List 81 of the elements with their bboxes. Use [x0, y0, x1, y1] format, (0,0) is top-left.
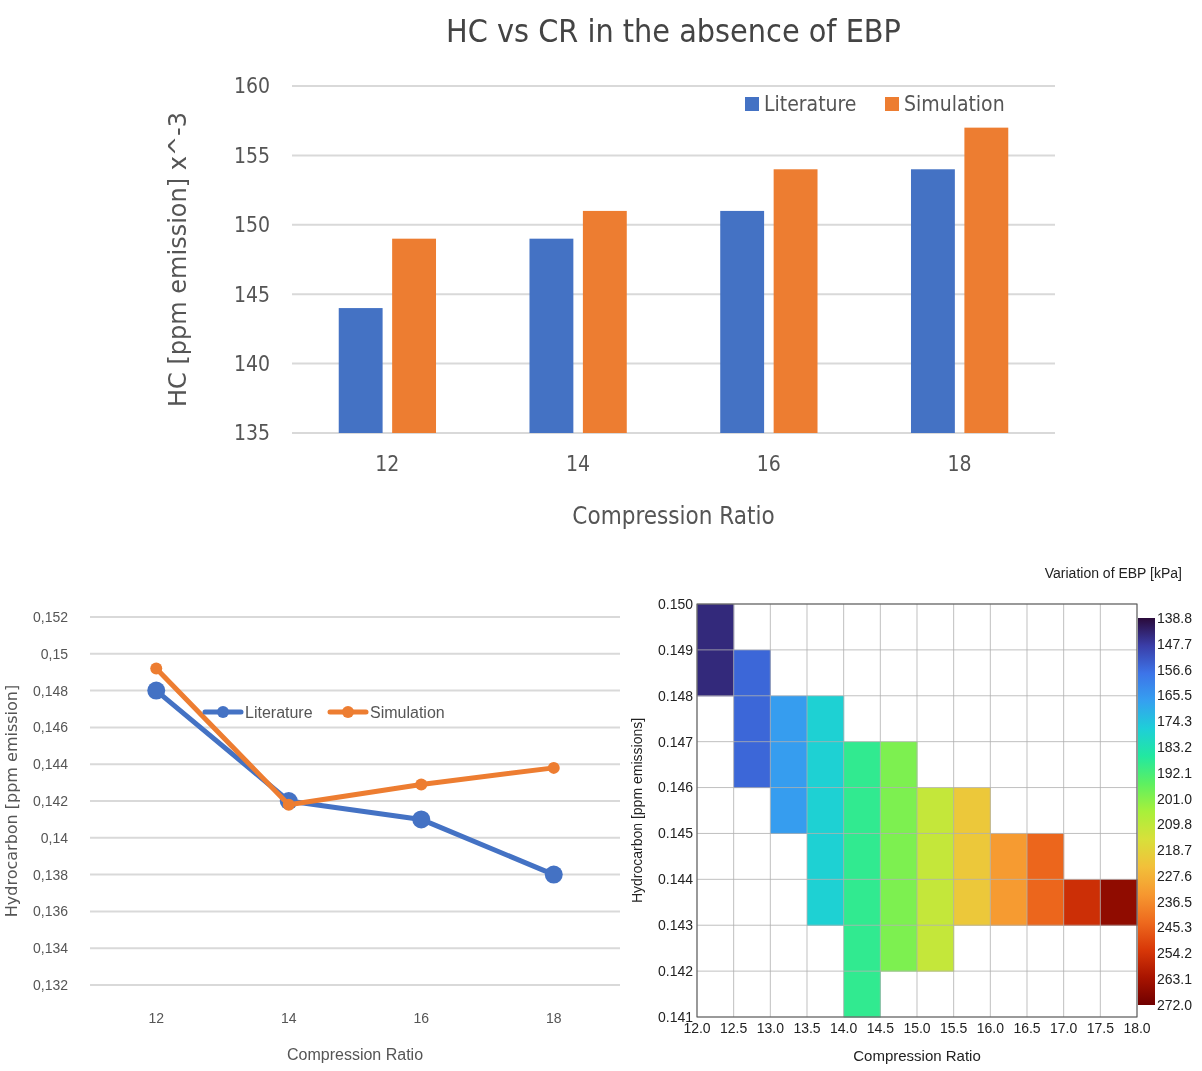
color-bar-label: 147.7 — [1157, 635, 1193, 652]
color-bar-title: Variation of EBP [kPa] — [1044, 565, 1182, 581]
y-tick-label: 0,138 — [32, 866, 69, 883]
y-tick-label: 0.149 — [657, 641, 694, 658]
x-tick-label: 14 — [566, 452, 591, 476]
color-bar-label: 245.3 — [1157, 919, 1193, 936]
color-bar-label: 272.0 — [1157, 996, 1193, 1013]
y-tick-label: 155 — [233, 143, 270, 168]
point — [544, 865, 563, 884]
x-tick-label: 12 — [148, 1010, 165, 1026]
point — [547, 761, 560, 774]
x-tick-label: 12 — [375, 452, 400, 476]
y-tick-label: 0,146 — [32, 719, 69, 736]
x-tick-label: 13.5 — [793, 1020, 821, 1036]
y-tick-label: 0.146 — [657, 779, 694, 796]
y-tick-label: 0.150 — [657, 595, 694, 612]
y-tick-label: 0.147 — [657, 733, 694, 750]
y-axis-title: Hydrocarbon [ppm emission] — [2, 684, 21, 918]
x-tick-label: 15.5 — [940, 1020, 968, 1036]
y-tick-label: 0,152 — [32, 608, 69, 625]
legend-label: Simulation — [370, 703, 445, 721]
color-bar-label: 209.8 — [1157, 816, 1193, 833]
x-tick-label: 14 — [280, 1010, 297, 1026]
x-tick-label: 18.0 — [1123, 1020, 1151, 1036]
y-tick-label: 140 — [233, 351, 270, 376]
color-bar-label: 218.7 — [1157, 842, 1193, 859]
legend-label: Simulation — [904, 92, 1005, 117]
y-tick-label: 0,134 — [32, 940, 69, 957]
x-tick-label: 18 — [545, 1010, 562, 1026]
x-tick-label: 16.5 — [1013, 1020, 1041, 1036]
color-bar-label: 174.3 — [1157, 713, 1193, 730]
y-tick-label: 0,14 — [40, 829, 69, 846]
y-tick-label: 135 — [233, 421, 270, 446]
y-axis-title: HC [ppm emission] x^-3 — [164, 112, 192, 407]
legend-label: Literature — [764, 92, 857, 117]
color-bar-label: 254.2 — [1157, 945, 1193, 962]
y-tick-label: 0.148 — [657, 687, 694, 704]
x-tick-label: 16 — [756, 452, 781, 476]
color-bar-label: 192.1 — [1157, 764, 1193, 781]
y-tick-label: 150 — [233, 213, 270, 238]
legend-label: Literature — [245, 703, 313, 721]
point — [415, 778, 428, 791]
x-tick-label: 18 — [947, 452, 972, 476]
x-tick-label: 17.0 — [1050, 1020, 1078, 1036]
y-tick-label: 0,148 — [32, 682, 69, 699]
color-bar-label: 156.6 — [1157, 661, 1193, 678]
y-tick-label: 0,15 — [40, 645, 69, 662]
color-bar-label: 227.6 — [1157, 867, 1193, 884]
y-tick-label: 0,136 — [32, 903, 69, 920]
x-tick-label: 16 — [413, 1010, 430, 1026]
color-bar-label: 183.2 — [1157, 738, 1193, 755]
y-tick-label: 0,144 — [32, 756, 69, 773]
y-tick-label: 160 — [233, 74, 270, 99]
x-axis-title: Compression Ratio — [572, 502, 775, 530]
y-tick-label: 0.141 — [657, 1008, 694, 1025]
color-bar-label: 236.5 — [1157, 893, 1193, 910]
x-tick-label: 12.5 — [720, 1020, 748, 1036]
x-tick-label: 14.5 — [866, 1020, 895, 1036]
y-tick-label: 0.143 — [657, 917, 694, 934]
x-tick-label: 13.0 — [756, 1020, 785, 1036]
point — [412, 810, 431, 829]
color-bar-label: 201.0 — [1157, 790, 1193, 807]
y-tick-label: 0.142 — [657, 963, 694, 980]
color-bar-label: 165.5 — [1157, 687, 1193, 704]
x-tick-label: 15.0 — [903, 1020, 931, 1036]
y-tick-label: 0.144 — [657, 871, 694, 888]
y-tick-label: 145 — [233, 282, 270, 307]
y-axis-title: Hydrocarbon [ppm emissions] — [629, 717, 645, 904]
color-bar-label: 138.8 — [1157, 609, 1193, 626]
x-tick-label: 16.0 — [976, 1020, 1005, 1036]
x-axis-title: Compression Ratio — [853, 1047, 981, 1064]
color-bar-label: 263.1 — [1157, 971, 1193, 988]
x-tick-label: 17.5 — [1086, 1020, 1115, 1036]
y-tick-label: 0.145 — [657, 825, 694, 842]
y-tick-label: 0,132 — [32, 976, 69, 993]
point — [147, 681, 166, 700]
chart-title: HC vs CR in the absence of EBP — [446, 12, 901, 50]
y-tick-label: 0,142 — [32, 792, 69, 809]
x-axis-title: Compression Ratio — [286, 1046, 424, 1063]
x-tick-label: 14.0 — [830, 1020, 858, 1036]
point — [150, 662, 163, 675]
